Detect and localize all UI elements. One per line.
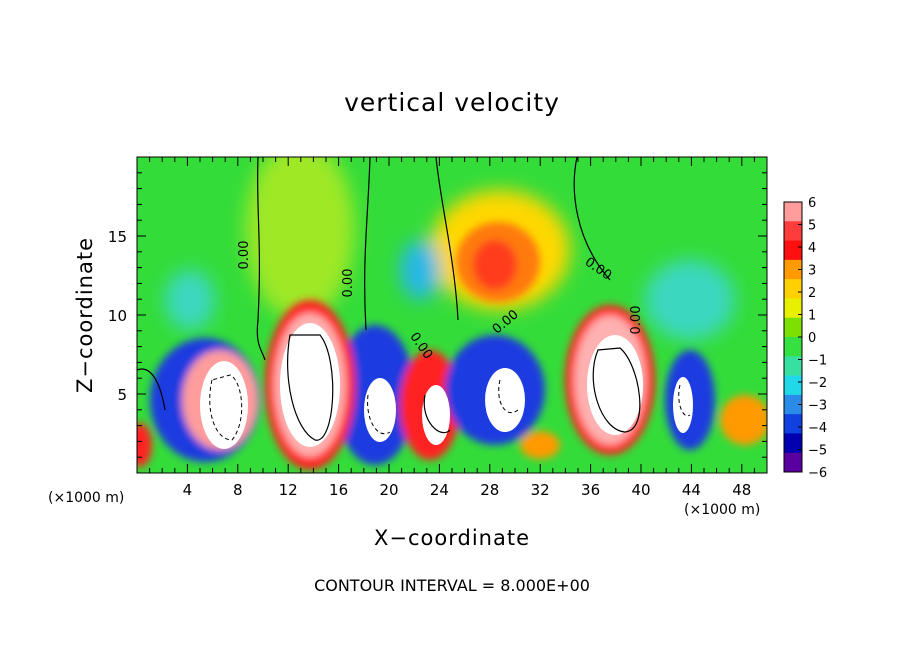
- y-axis-label: Z−coordinate: [73, 237, 97, 393]
- x-tick-label: 32: [531, 481, 550, 499]
- colorbar-tick-label: 3: [808, 264, 816, 279]
- colorbar-swatch: [784, 240, 802, 261]
- colorbar-swatch: [784, 279, 802, 299]
- colorbar-swatch: [784, 356, 802, 377]
- x-tick-label: 24: [430, 481, 449, 499]
- contour-interval-note: CONTOUR INTERVAL = 8.000E+00: [314, 576, 590, 595]
- colorbar-tick-label: −3: [808, 399, 827, 414]
- colorbar-swatch: [784, 394, 802, 415]
- x-tick-label: 36: [581, 481, 600, 499]
- colorbar-swatch: [784, 202, 802, 222]
- heatmap-field: 0.000.000.000.000.000.00: [137, 157, 767, 473]
- colorbar-tick-label: −6: [808, 466, 827, 481]
- colorbar: 6 5 4 3 2 1 0 −1 −2 −3 −4 −5 −6: [783, 196, 827, 481]
- colorbar-tick-label: −2: [808, 376, 827, 391]
- x-axis-label: X−coordinate: [374, 526, 530, 550]
- y-tick-label: 5: [117, 386, 127, 404]
- x-tick-label: 16: [329, 481, 348, 499]
- colorbar-swatch: [784, 414, 802, 434]
- x-tick-label: 48: [732, 481, 751, 499]
- contour-label: 0.00: [341, 269, 356, 298]
- colorbar-swatch: [784, 298, 802, 319]
- colorbar-tick-label: 4: [808, 241, 816, 256]
- colorbar-swatch: [784, 452, 802, 473]
- colorbar-tick-label: 1: [808, 309, 816, 324]
- colorbar-tick-label: −4: [808, 421, 827, 436]
- x-tick-label: 40: [631, 481, 650, 499]
- colorbar-tick-label: −1: [808, 354, 827, 369]
- x-tick-label: 20: [379, 481, 398, 499]
- colorbar-tick-label: −5: [808, 444, 827, 459]
- colorbar-swatch: [784, 375, 802, 396]
- x-tick-label: 4: [183, 481, 193, 499]
- colorbar-swatch: [784, 337, 802, 357]
- colorbar-tick-label: 2: [808, 286, 816, 301]
- x-tick-label: 8: [233, 481, 243, 499]
- x-tick-label: 12: [279, 481, 298, 499]
- x-tick-label: 28: [480, 481, 499, 499]
- colorbar-tick-label: 0: [808, 331, 816, 346]
- x-unit-label-left: (×1000 m): [48, 490, 125, 506]
- colorbar-tick-label: 6: [808, 196, 816, 211]
- colorbar-tick-label: 5: [808, 219, 816, 234]
- colorbar-swatch: [784, 317, 802, 338]
- x-unit-label-right: (×1000 m): [684, 502, 761, 518]
- colorbar-swatch: [784, 433, 802, 454]
- colorbar-swatch: [784, 259, 802, 280]
- y-tick-label: 10: [108, 307, 127, 325]
- contour-label: 0.00: [237, 241, 252, 270]
- x-tick-label: 44: [682, 481, 701, 499]
- contour-label: 0.00: [629, 306, 644, 335]
- colorbar-swatch: [784, 221, 802, 242]
- y-tick-label: 15: [108, 228, 127, 246]
- chart-title: vertical velocity: [344, 88, 560, 117]
- x-axis-ticks: 4 8 12 16 20 24 28 32 36 40 44 48: [149, 157, 755, 499]
- y-axis-ticks: 5 10 15: [108, 172, 767, 458]
